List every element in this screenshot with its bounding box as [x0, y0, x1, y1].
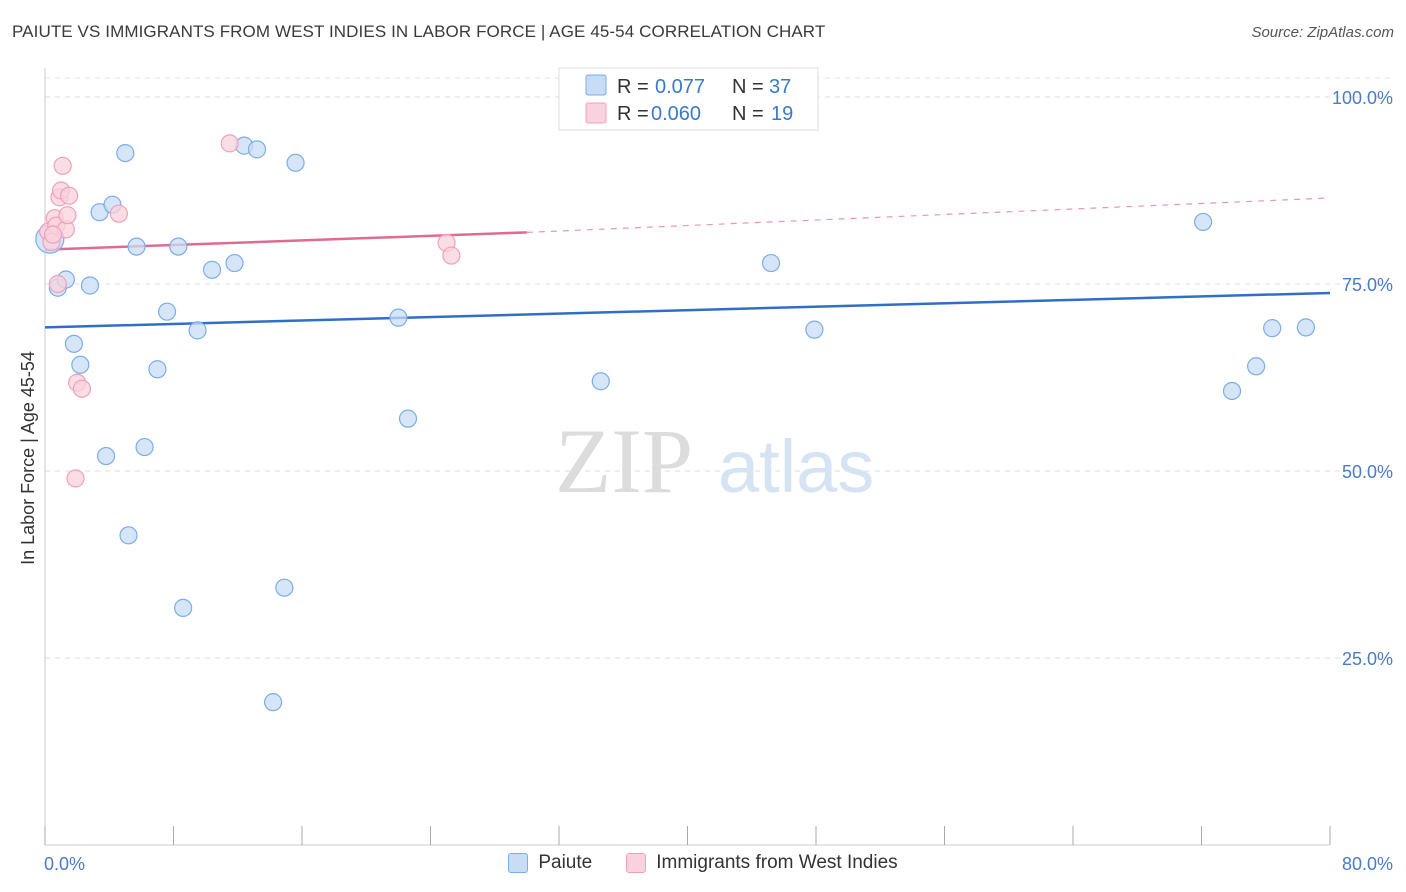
watermark-zip: ZIP: [555, 410, 693, 512]
legend-swatch-paiute: [585, 74, 607, 96]
y-tick-label-100: 100.0%: [1332, 88, 1393, 108]
paiute-point-24: [286, 153, 305, 172]
west-indies-point-14: [109, 204, 128, 223]
y-axis-label: In Labor Force | Age 45-54: [18, 351, 38, 565]
paiute-point-28: [761, 253, 781, 273]
paiute-point-16: [174, 598, 193, 617]
legend: R = 0.077 N = 37 R = 0.060 N = 19: [558, 67, 819, 131]
data-points: [35, 87, 1316, 712]
legend-r-label-1: R =: [617, 76, 649, 98]
bottom-legend-west-indies: Immigrants from West Indies: [626, 852, 898, 874]
y-tick-label-50: 50.0%: [1342, 462, 1393, 482]
paiute-point-7: [96, 446, 116, 466]
bottom-legend-paiute: Paiute: [508, 852, 592, 874]
grid-lines: [45, 77, 1392, 659]
paiute-point-19: [225, 253, 244, 273]
legend-swatch-west-indies: [585, 102, 607, 124]
west-indies-point-17: [442, 246, 461, 265]
paiute-point-29: [805, 320, 824, 339]
trend-line-extension-1: [526, 197, 1331, 233]
legend-r-value-1: 0.077: [655, 76, 705, 98]
west-indies-point-10: [59, 186, 79, 205]
paiute-point-21: [247, 140, 267, 159]
paiute-point-34: [1263, 319, 1282, 338]
west-indies-point-18: [43, 225, 63, 244]
paiute-point-22: [263, 693, 283, 712]
paiute-point-13: [148, 360, 167, 379]
paiute-point-18: [202, 260, 222, 279]
paiute-point-32: [1222, 381, 1242, 401]
bottom-legend-label-west-indies: Immigrants from West Indies: [656, 852, 898, 873]
axes: [44, 68, 1331, 846]
y-tick-label-75: 75.0%: [1342, 275, 1393, 295]
legend-n-value-1: 37: [769, 76, 791, 98]
paiute-point-11: [127, 237, 146, 256]
x-tick-label-min: 0.0%: [44, 854, 85, 874]
paiute-point-35: [1296, 318, 1316, 337]
paiute-point-15: [169, 237, 188, 256]
paiute-point-27: [591, 372, 610, 391]
source-label: Source: ZipAtlas.com: [1251, 24, 1394, 41]
paiute-point-5: [80, 276, 100, 295]
chart-title: PAIUTE VS IMMIGRANTS FROM WEST INDIES IN…: [12, 22, 826, 41]
west-indies-point-4: [48, 274, 67, 294]
bottom-legend: Paiute Immigrants from West Indies: [0, 852, 1406, 874]
bottom-legend-swatch-paiute: [508, 853, 529, 873]
paiute-point-26: [398, 409, 418, 428]
legend-n-value-2: 19: [771, 103, 793, 125]
trend-line-0: [44, 291, 1331, 329]
paiute-point-3: [64, 334, 84, 353]
watermark: ZIP atlas: [555, 410, 874, 512]
tick-labels: 25.0% 50.0% 75.0% 100.0% 0.0% 80.0%: [44, 88, 1393, 874]
paiute-point-14: [157, 302, 177, 321]
paiute-point-31: [1194, 212, 1213, 232]
paiute-point-17: [188, 321, 207, 340]
legend-n-label-1: N =: [732, 76, 764, 98]
y-tick-label-25: 25.0%: [1342, 649, 1393, 669]
paiute-point-25: [389, 308, 408, 327]
west-indies-point-11: [66, 469, 85, 488]
west-indies-point-13: [72, 379, 92, 398]
watermark-atlas: atlas: [718, 425, 874, 508]
paiute-point-12: [135, 437, 154, 457]
west-indies-point-7: [53, 156, 72, 175]
bottom-legend-label-paiute: Paiute: [538, 852, 593, 873]
bottom-legend-swatch-west-indies: [626, 853, 647, 873]
paiute-point-9: [116, 144, 135, 163]
west-indies-point-9: [58, 206, 77, 225]
legend-r-label-2: R =: [617, 103, 649, 125]
paiute-point-4: [71, 355, 90, 374]
paiute-point-10: [119, 526, 138, 545]
west-indies-point-15: [220, 134, 239, 153]
legend-n-label-2: N =: [732, 103, 764, 125]
paiute-point-33: [1247, 357, 1266, 376]
legend-r-value-2: 0.060: [651, 103, 701, 125]
paiute-point-23: [275, 578, 294, 597]
x-tick-label-max: 80.0%: [1342, 854, 1393, 874]
